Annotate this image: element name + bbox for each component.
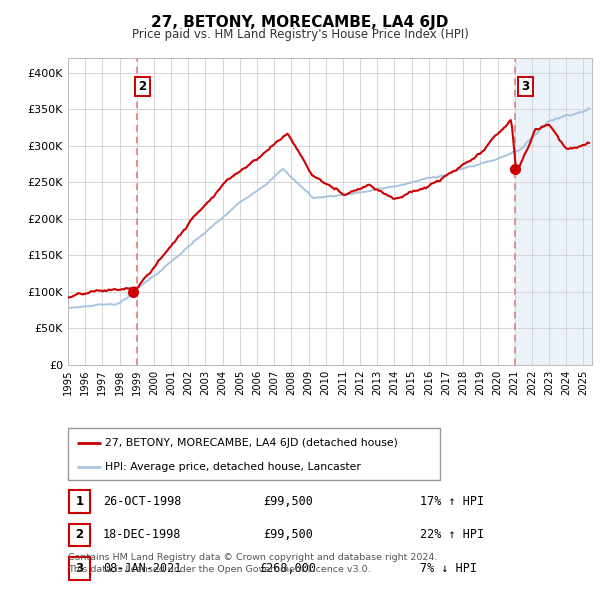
- Text: 27, BETONY, MORECAMBE, LA4 6JD (detached house): 27, BETONY, MORECAMBE, LA4 6JD (detached…: [105, 438, 398, 448]
- Text: Price paid vs. HM Land Registry's House Price Index (HPI): Price paid vs. HM Land Registry's House …: [131, 28, 469, 41]
- Text: 2: 2: [139, 80, 146, 93]
- Text: 18-DEC-1998: 18-DEC-1998: [103, 529, 181, 542]
- Text: 08-JAN-2021: 08-JAN-2021: [103, 562, 181, 575]
- Text: £99,500: £99,500: [263, 495, 313, 508]
- Text: Contains HM Land Registry data © Crown copyright and database right 2024.
This d: Contains HM Land Registry data © Crown c…: [68, 553, 437, 574]
- Text: HPI: Average price, detached house, Lancaster: HPI: Average price, detached house, Lanc…: [105, 462, 361, 472]
- Bar: [515, 58, 592, 365]
- Text: 1: 1: [76, 495, 83, 508]
- Text: 26-OCT-1998: 26-OCT-1998: [103, 495, 181, 508]
- Text: 3: 3: [76, 562, 83, 575]
- Text: 17% ↑ HPI: 17% ↑ HPI: [420, 495, 484, 508]
- Text: 7% ↓ HPI: 7% ↓ HPI: [420, 562, 477, 575]
- Text: £268,000: £268,000: [260, 562, 317, 575]
- Text: 2: 2: [76, 529, 83, 542]
- Text: 3: 3: [521, 80, 530, 93]
- Text: £99,500: £99,500: [263, 529, 313, 542]
- Text: 22% ↑ HPI: 22% ↑ HPI: [420, 529, 484, 542]
- Text: 27, BETONY, MORECAMBE, LA4 6JD: 27, BETONY, MORECAMBE, LA4 6JD: [151, 15, 449, 30]
